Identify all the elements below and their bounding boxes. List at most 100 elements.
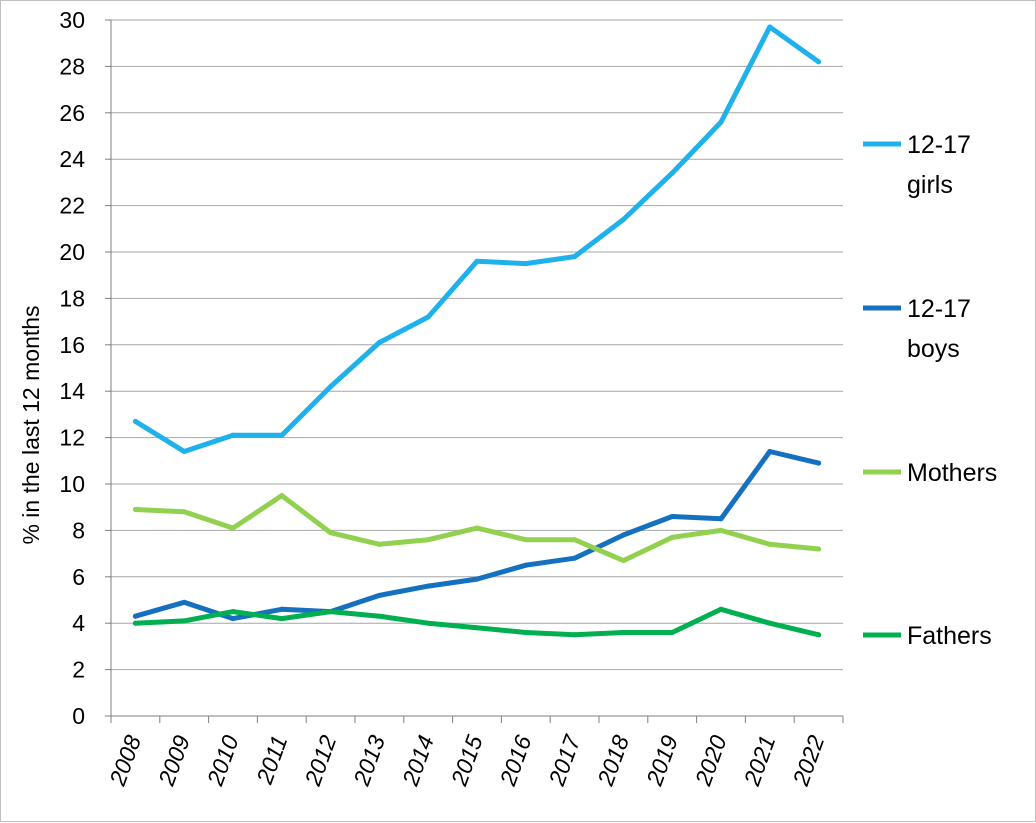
- data-point: [181, 449, 187, 455]
- x-tick-label: 2022: [787, 732, 829, 790]
- data-point: [474, 625, 480, 631]
- legend: 12-17 girls 12-17 boys Mothers Fathers: [863, 131, 997, 650]
- x-tick-label: 2011: [251, 732, 293, 788]
- data-point: [718, 527, 724, 533]
- data-point: [132, 620, 138, 626]
- y-tick-label: 26: [59, 100, 85, 126]
- data-point: [230, 432, 236, 438]
- x-tick-labels: 2008 2009 2010 2011 2012 2013 2014 2015 2016 2017…: [104, 731, 830, 790]
- data-point: [425, 583, 431, 589]
- data-point: [279, 606, 285, 612]
- data-point: [718, 606, 724, 612]
- y-tick-label: 2: [72, 657, 85, 683]
- data-point: [767, 449, 773, 455]
- data-point: [181, 509, 187, 515]
- series-line-12-17-boys: [132, 449, 822, 622]
- y-tick-label: 18: [59, 285, 85, 311]
- y-tick-label: 8: [72, 517, 85, 543]
- series-lines: [132, 24, 822, 638]
- y-tick-label: 4: [72, 610, 85, 636]
- data-point: [718, 516, 724, 522]
- data-point: [816, 59, 822, 65]
- data-point: [132, 418, 138, 424]
- legend-label: girls: [907, 171, 953, 199]
- x-tick-label: 2016: [494, 732, 536, 790]
- series-line-12-17-girls: [132, 24, 822, 454]
- data-point: [572, 537, 578, 543]
- legend-label: 12-17: [907, 131, 971, 159]
- data-point: [376, 541, 382, 547]
- series-line-fathers: [132, 606, 822, 638]
- data-point: [474, 525, 480, 531]
- y-tick-label: 6: [72, 564, 85, 590]
- data-point: [816, 632, 822, 638]
- data-point: [132, 507, 138, 513]
- data-point: [572, 555, 578, 561]
- x-tick-label: 2008: [104, 732, 146, 790]
- data-point: [230, 616, 236, 622]
- y-tick-label: 20: [59, 239, 85, 265]
- data-point: [767, 620, 773, 626]
- y-tick-label: 12: [59, 425, 85, 451]
- data-point: [230, 525, 236, 531]
- data-point: [328, 384, 334, 390]
- data-point: [230, 609, 236, 615]
- data-point: [523, 537, 529, 543]
- x-tick-label: 2014: [397, 732, 439, 790]
- data-point: [767, 541, 773, 547]
- data-point: [132, 613, 138, 619]
- data-point: [181, 599, 187, 605]
- y-tick-label: 10: [59, 471, 85, 497]
- data-point: [181, 618, 187, 624]
- data-point: [328, 609, 334, 615]
- data-point: [376, 592, 382, 598]
- data-point: [669, 629, 675, 635]
- x-tick-label: 2009: [153, 732, 195, 790]
- axes: [105, 19, 844, 723]
- y-tick-label: 30: [59, 7, 85, 33]
- data-point: [425, 314, 431, 320]
- y-tick-label: 22: [59, 193, 85, 219]
- y-tick-label: 28: [59, 53, 85, 79]
- data-point: [669, 534, 675, 540]
- data-point: [328, 530, 334, 536]
- data-point: [474, 576, 480, 582]
- data-point: [620, 217, 626, 223]
- legend-label: Fathers: [907, 622, 992, 650]
- y-tick-label: 16: [59, 332, 85, 358]
- y-tick-label: 14: [59, 378, 85, 404]
- data-point: [816, 460, 822, 466]
- data-point: [425, 620, 431, 626]
- data-point: [572, 254, 578, 260]
- y-axis-label: % in the last 12 months: [18, 305, 44, 544]
- data-point: [620, 532, 626, 538]
- data-point: [620, 558, 626, 564]
- legend-label: 12-17: [907, 295, 971, 323]
- x-tick-label: 2013: [348, 732, 390, 790]
- data-point: [376, 339, 382, 345]
- data-point: [279, 493, 285, 499]
- data-point: [523, 629, 529, 635]
- legend-label: Mothers: [907, 459, 997, 487]
- data-point: [523, 562, 529, 568]
- data-point: [279, 432, 285, 438]
- data-point: [523, 261, 529, 267]
- x-tick-label: 2012: [299, 732, 341, 790]
- x-tick-label: 2017: [543, 731, 586, 790]
- data-point: [376, 613, 382, 619]
- gridlines: [111, 19, 843, 671]
- x-tick-label: 2010: [201, 732, 243, 790]
- data-point: [425, 537, 431, 543]
- x-tick-label: 2018: [592, 732, 634, 790]
- x-tick-label: 2020: [689, 732, 731, 790]
- x-tick-label: 2015: [445, 732, 487, 790]
- x-tick-label: 2019: [641, 732, 683, 790]
- data-point: [620, 629, 626, 635]
- y-tick-label: 24: [59, 146, 85, 172]
- y-tick-label: 0: [72, 703, 85, 729]
- data-point: [474, 258, 480, 264]
- data-point: [767, 24, 773, 30]
- data-point: [816, 546, 822, 552]
